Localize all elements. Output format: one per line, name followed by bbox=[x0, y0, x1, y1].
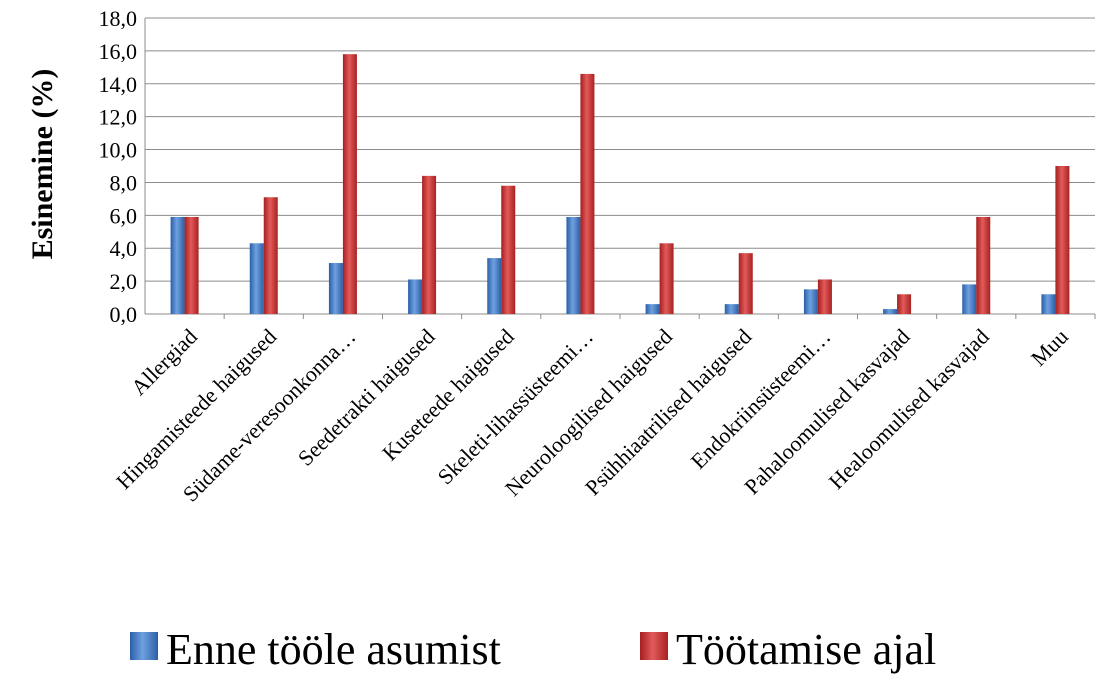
legend-label: Töötamise ajal bbox=[676, 625, 936, 674]
x-tick-label: Endokriinsüsteemi… bbox=[686, 324, 836, 474]
y-tick-label: 4,0 bbox=[110, 236, 138, 261]
bar-enne bbox=[170, 216, 185, 314]
bar-tootamise bbox=[580, 73, 595, 315]
x-tick-label: Healoomulised kasvajad bbox=[824, 324, 994, 494]
x-tick-label: Allergiad bbox=[126, 324, 202, 400]
axes bbox=[144, 18, 1096, 319]
bars bbox=[170, 54, 1070, 315]
bar-tootamise bbox=[738, 253, 753, 314]
gridlines bbox=[145, 17, 1095, 315]
bar-tootamise bbox=[1055, 166, 1070, 314]
y-tick-label: 6,0 bbox=[110, 203, 138, 228]
y-tick-label: 14,0 bbox=[99, 72, 138, 97]
legend-swatch bbox=[130, 632, 158, 660]
x-tick-label: Seedetrakti haigused bbox=[293, 324, 440, 471]
bar-tootamise bbox=[897, 294, 912, 314]
legend: Enne tööle asumist Töötamise ajal bbox=[130, 625, 936, 674]
y-tick-label: 18,0 bbox=[99, 6, 138, 31]
bar-tootamise bbox=[817, 279, 832, 314]
x-tick-label: Skeleti-lihassüsteemi… bbox=[433, 324, 598, 489]
x-tick-label: Kuseteede haigused bbox=[377, 324, 519, 466]
bar-tootamise bbox=[976, 216, 991, 314]
y-tick-label: 8,0 bbox=[110, 170, 138, 195]
bar-enne bbox=[328, 263, 343, 314]
x-tick-label: Muu bbox=[1026, 324, 1073, 371]
bar-tootamise bbox=[501, 185, 516, 314]
y-tick-label: 16,0 bbox=[99, 39, 138, 64]
bar-enne bbox=[487, 258, 502, 314]
bar-enne bbox=[1041, 294, 1056, 314]
bar-tootamise bbox=[422, 175, 437, 314]
bar-enne bbox=[645, 304, 660, 314]
y-tick-label: 10,0 bbox=[99, 138, 138, 163]
y-axis-title: Esinemine (%) bbox=[26, 69, 59, 260]
bar-tootamise bbox=[184, 216, 199, 314]
bar-enne bbox=[249, 243, 264, 314]
x-tick-label: Hingamisteede haigused bbox=[111, 324, 281, 494]
y-tick-label: 2,0 bbox=[110, 269, 138, 294]
bar-tootamise bbox=[263, 197, 278, 314]
bar-enne bbox=[883, 309, 898, 314]
y-tick-label: 12,0 bbox=[99, 105, 138, 130]
legend-swatch bbox=[640, 632, 668, 660]
bar-enne bbox=[408, 279, 423, 314]
bar-enne bbox=[724, 304, 739, 314]
bar-tootamise bbox=[659, 243, 674, 314]
legend-label: Enne tööle asumist bbox=[166, 625, 501, 674]
bar-enne bbox=[803, 289, 818, 314]
bar-tootamise bbox=[342, 54, 357, 315]
y-tick-label: 0,0 bbox=[110, 302, 138, 327]
bar-enne bbox=[962, 284, 977, 314]
bar-enne bbox=[566, 216, 581, 314]
